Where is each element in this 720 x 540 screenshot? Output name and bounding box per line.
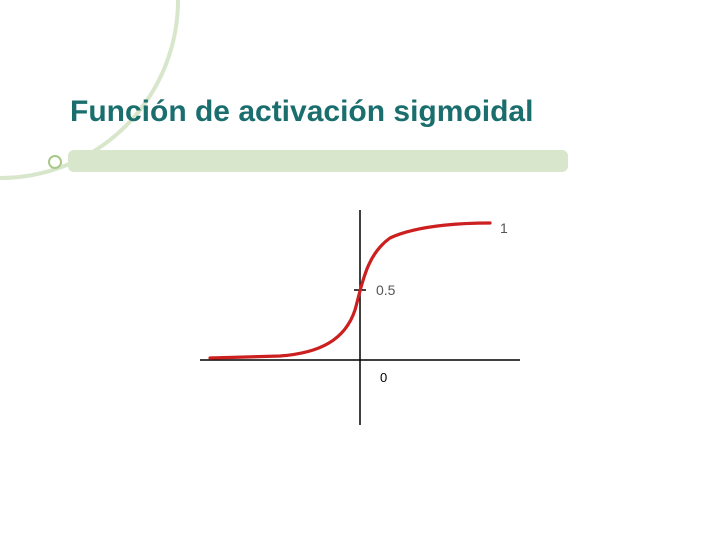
sigmoid-chart: 1 0.5 0 [190, 200, 530, 435]
slide: Función de activación sigmoidal 1 0.5 0 [0, 0, 720, 540]
title-underline [68, 150, 568, 172]
bullet-dot-icon [48, 155, 62, 169]
label-half: 0.5 [376, 282, 395, 298]
sigmoid-curve [210, 223, 490, 358]
label-zero: 0 [380, 370, 387, 385]
label-one: 1 [500, 220, 508, 236]
slide-title: Función de activación sigmoidal [70, 95, 533, 129]
sigmoid-chart-svg [190, 200, 530, 435]
